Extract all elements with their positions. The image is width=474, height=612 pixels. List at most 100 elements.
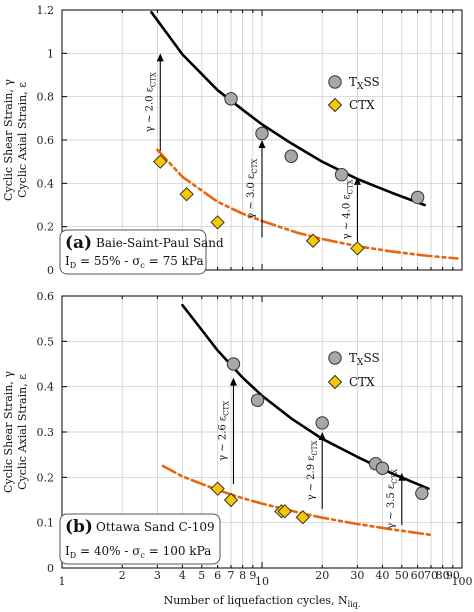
ratio-annotation-main: γ ~ 3.5 ε xyxy=(386,484,397,529)
x-tick-label-minor: 3 xyxy=(154,569,161,582)
legend-txss-rest: SS xyxy=(363,75,379,89)
legend-txss-sub: X xyxy=(357,82,364,92)
y-tick-label: 0.5 xyxy=(37,335,55,348)
ctx-fit-curve xyxy=(156,148,459,260)
y-axis-label-line1: Cyclic Shear Strain, γ xyxy=(2,371,15,493)
panel-conditions: ID = 55% - σc = 75 kPa xyxy=(65,254,204,270)
ratio-annotation-sub: CTX xyxy=(311,441,319,456)
panel-letter: (b) xyxy=(65,517,93,537)
panel-conditions-end: = 75 kPa xyxy=(145,254,204,268)
panel-sand-name: Baie-Saint-Paul Sand xyxy=(96,236,224,250)
legend-txss-rest: SS xyxy=(363,351,379,365)
y-axis-label-line1: Cyclic Shear Strain, γ xyxy=(2,79,15,201)
y-tick-label: 0.1 xyxy=(37,517,55,530)
y-tick-label: 0 xyxy=(47,562,54,575)
y-tick-label: 0.8 xyxy=(37,91,55,104)
panel-info-box xyxy=(59,513,221,565)
ratio-annotation-sub: CTX xyxy=(346,179,354,194)
ratio-annotation-sub: CTX xyxy=(391,469,399,484)
x-tick-label-minor: 9 xyxy=(249,569,256,582)
panel-b: 0 0.1 0.2 0.3 0.4 0.5 0.6 Cyclic Shear Strain, … xyxy=(2,290,463,575)
ratio-annotation-label: γ ~ 2.6 εCTX xyxy=(217,401,230,461)
legend-ctx-label: CTX xyxy=(349,98,375,112)
ratio-annotation-label: γ ~ 3.5 εCTX xyxy=(386,469,399,529)
legend-txss-marker xyxy=(328,351,342,365)
ratio-annotation-main: γ ~ 2.0 ε xyxy=(144,87,155,132)
ratio-arrow-head xyxy=(398,472,406,481)
x-tick-label-major: 1 xyxy=(59,575,66,588)
ratio-annotation-main: γ ~ 4.0 ε xyxy=(341,194,352,239)
ctx-point xyxy=(295,510,311,525)
x-axis-label: Number of liquefaction cycles, Nliq. xyxy=(164,594,361,609)
txss-point xyxy=(224,92,238,106)
ratio-arrow-head xyxy=(318,432,326,440)
panel-conditions-i: I xyxy=(65,254,70,268)
ratio-annotation-main: γ ~ 3.0 ε xyxy=(246,174,257,219)
panel-conditions-sub: D xyxy=(70,261,76,270)
legend-txss-sub: X xyxy=(357,358,364,368)
ratio-arrow-head xyxy=(258,140,266,148)
txss-fit-curve xyxy=(150,10,426,207)
ratio-annotation-label: γ ~ 3.0 εCTX xyxy=(246,159,259,219)
legend-ctx-marker xyxy=(327,97,343,113)
ctx-point xyxy=(210,215,225,230)
legend-ctx-marker xyxy=(327,374,343,390)
x-axis-label-main: Number of liquefaction cycles, N xyxy=(164,594,348,607)
x-tick-label-minor: 70 xyxy=(424,569,438,582)
y-tick-label: 0.2 xyxy=(37,221,55,234)
y-tick-label: 0.3 xyxy=(37,426,55,439)
ratio-annotation-main: γ ~ 2.6 ε xyxy=(217,416,228,461)
legend-txss-main: T xyxy=(349,75,357,89)
y-tick-label: 0.4 xyxy=(37,381,55,394)
ratio-annotation-label: γ ~ 4.0 εCTX xyxy=(341,179,354,239)
x-tick-label-minor: 6 xyxy=(214,569,221,582)
txss-point xyxy=(315,416,329,430)
ctx-point xyxy=(153,154,168,169)
x-tick-label-minor: 90 xyxy=(446,569,460,582)
ratio-annotation-main: γ ~ 2.9 ε xyxy=(306,456,317,501)
x-tick-label-minor: 30 xyxy=(350,569,364,582)
ctx-point xyxy=(223,492,239,508)
x-tick-label-major: 10 xyxy=(255,575,269,588)
panel-info-box xyxy=(59,229,207,275)
panel-conditions-rest: = 55% - σ xyxy=(76,254,140,268)
x-tick-label-minor: 7 xyxy=(228,569,235,582)
ratio-annotation-sub: CTX xyxy=(251,159,259,174)
y-tick-label: 0 xyxy=(47,264,54,277)
ratio-arrow-head xyxy=(156,53,164,62)
panel-sand-name: Ottawa Sand C-109 xyxy=(96,520,215,534)
x-tick-label-minor: 8 xyxy=(239,569,246,582)
y-tick-label: 1 xyxy=(47,47,54,60)
y-tick-label: 0.2 xyxy=(37,471,55,484)
legend-txss-main: T xyxy=(349,351,357,365)
x-tick-label-minor: 4 xyxy=(179,569,186,582)
x-tick-label-minor: 80 xyxy=(436,569,450,582)
panel-conditions-end: = 100 kPa xyxy=(145,544,211,558)
legend-txss-label: TXSS xyxy=(349,351,380,368)
txss-point xyxy=(226,357,241,371)
y-axis-label-line2: Cyclic Axial Strain, ε xyxy=(16,82,29,198)
x-tick-label-minor: 40 xyxy=(375,569,389,582)
txss-point xyxy=(415,486,429,500)
txss-point xyxy=(250,393,265,407)
ctx-point xyxy=(350,241,365,256)
x-axis-label-sub: liq. xyxy=(348,600,361,609)
legend-ctx-label: CTX xyxy=(349,375,375,389)
panel-conditions-i: I xyxy=(65,544,70,558)
y-axis-label-line2: Cyclic Axial Strain, ε xyxy=(16,374,29,490)
x-tick-label-minor: 50 xyxy=(395,569,409,582)
y-tick-label: 1.2 xyxy=(37,4,55,17)
panel-conditions-sub2: c xyxy=(140,261,145,270)
y-tick-label: 0.4 xyxy=(37,177,55,190)
ctx-point xyxy=(210,481,225,496)
txss-point xyxy=(334,167,349,182)
txss-point xyxy=(284,149,298,163)
ratio-annotation-label: γ ~ 2.0 εCTX xyxy=(144,72,157,132)
ratio-annotation-label: γ ~ 2.9 εCTX xyxy=(306,441,319,501)
x-tick-label-minor: 20 xyxy=(315,569,329,582)
x-tick-label-minor: 5 xyxy=(198,569,205,582)
panel-conditions-rest: = 40% - σ xyxy=(76,544,140,558)
txss-point xyxy=(410,190,425,205)
